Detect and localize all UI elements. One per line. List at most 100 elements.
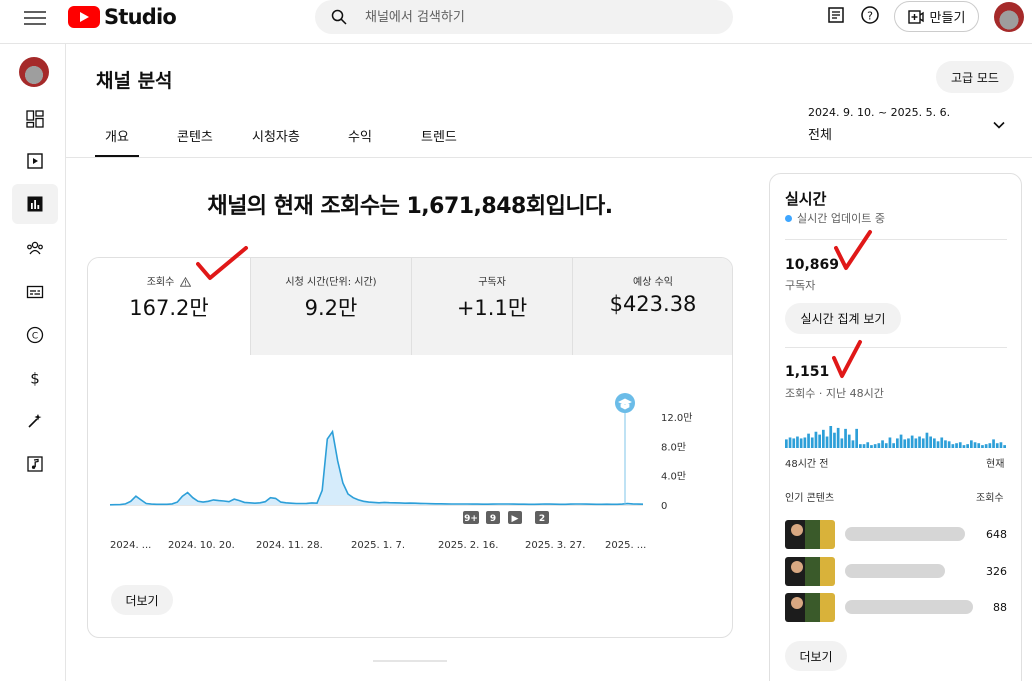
realtime-bar[interactable] [910, 435, 914, 448]
realtime-bar[interactable] [936, 441, 940, 448]
realtime-bar[interactable] [1003, 445, 1006, 448]
realtime-bar[interactable] [796, 436, 799, 448]
realtime-bar[interactable] [844, 428, 847, 448]
rail-audio-library[interactable] [12, 444, 58, 484]
realtime-bar[interactable] [903, 439, 907, 448]
realtime-bar[interactable] [958, 442, 962, 448]
live-count-button[interactable]: 실시간 집계 보기 [785, 303, 901, 334]
realtime-bar[interactable] [992, 439, 995, 448]
rail-copyright[interactable]: C [12, 315, 58, 355]
realtime-bar[interactable] [866, 442, 870, 448]
realtime-bar[interactable] [862, 444, 866, 448]
realtime-bar[interactable] [877, 443, 881, 448]
realtime-bar[interactable] [888, 437, 892, 448]
realtime-bar[interactable] [970, 440, 973, 448]
chevron-down-icon[interactable] [992, 118, 1006, 132]
realtime-bar[interactable] [929, 436, 932, 448]
tab-trends[interactable]: 트렌드 [421, 130, 457, 145]
realtime-bar[interactable] [847, 434, 851, 448]
views-chart[interactable]: 12.0만 8.0만 4.0만 0 9+ 9 ▶ 2 2024. ... 2024. 10. 20… [88, 355, 733, 565]
tab-content[interactable]: 콘텐츠 [177, 130, 213, 145]
realtime-bar-chart[interactable] [785, 424, 1007, 448]
realtime-bar[interactable] [973, 442, 977, 448]
realtime-bar[interactable] [851, 440, 855, 448]
realtime-bar[interactable] [803, 437, 807, 448]
realtime-bar[interactable] [914, 438, 918, 448]
realtime-bar[interactable] [907, 438, 910, 448]
realtime-bar[interactable] [881, 440, 884, 448]
realtime-bar[interactable] [810, 437, 814, 448]
realtime-bar[interactable] [818, 434, 821, 448]
rail-customization[interactable] [12, 401, 58, 441]
rail-analytics[interactable] [12, 184, 58, 224]
realtime-bar[interactable] [951, 444, 955, 448]
realtime-bar[interactable] [944, 440, 947, 448]
realtime-bar[interactable] [884, 443, 888, 448]
tab-audience[interactable]: 시청자층 [252, 130, 300, 145]
rail-subtitles[interactable] [12, 272, 58, 312]
rail-content[interactable] [12, 141, 58, 181]
realtime-bar[interactable] [962, 445, 966, 448]
rail-dashboard[interactable] [12, 99, 58, 139]
realtime-bar[interactable] [918, 436, 921, 448]
realtime-bar[interactable] [977, 443, 981, 448]
metric-subscribers[interactable]: 구독자 +1.1만 [411, 258, 572, 355]
realtime-bar[interactable] [984, 444, 988, 448]
realtime-bar[interactable] [988, 443, 992, 448]
realtime-bar[interactable] [966, 444, 969, 448]
realtime-bar[interactable] [822, 429, 825, 448]
realtime-bar[interactable] [799, 438, 803, 448]
see-more-button[interactable]: 더보기 [111, 585, 173, 615]
search-input[interactable] [365, 9, 685, 25]
realtime-bar[interactable] [947, 441, 951, 448]
realtime-bar[interactable] [829, 426, 833, 448]
realtime-see-more-button[interactable]: 더보기 [785, 641, 847, 671]
warning-icon[interactable] [180, 277, 192, 287]
realtime-bar[interactable] [870, 445, 873, 448]
menu-icon[interactable] [24, 8, 46, 25]
tab-revenue[interactable]: 수익 [348, 130, 372, 145]
studio-logo[interactable]: Studio [68, 5, 177, 29]
metric-views[interactable]: 조회수 167.2만 [88, 258, 250, 355]
rail-community[interactable] [12, 228, 58, 268]
realtime-bar[interactable] [995, 443, 999, 448]
feedback-icon[interactable] [826, 5, 848, 27]
realtime-bar[interactable] [933, 438, 936, 448]
help-icon[interactable]: ? [860, 5, 882, 27]
realtime-bar[interactable] [785, 439, 788, 448]
realtime-bar[interactable] [921, 438, 925, 448]
realtime-bar[interactable] [855, 428, 858, 448]
tab-overview[interactable]: 개요 [95, 126, 139, 157]
create-button[interactable]: 만들기 [894, 1, 979, 32]
realtime-bar[interactable] [825, 436, 829, 448]
realtime-bar[interactable] [896, 438, 899, 448]
realtime-bar[interactable] [788, 437, 792, 448]
advanced-mode-button[interactable]: 고급 모드 [936, 61, 1014, 93]
realtime-bar[interactable] [955, 443, 958, 448]
list-item[interactable]: 648 [785, 520, 1007, 550]
realtime-bar[interactable] [873, 444, 877, 448]
list-item[interactable]: 88 [785, 593, 1007, 623]
realtime-bar[interactable] [940, 437, 944, 448]
channel-avatar[interactable] [19, 57, 49, 87]
realtime-bar[interactable] [833, 432, 836, 448]
realtime-bar[interactable] [836, 427, 840, 448]
list-item[interactable]: 326 [785, 557, 1007, 587]
realtime-bar[interactable] [859, 444, 862, 448]
date-range-label[interactable]: 전체 [808, 128, 832, 143]
realtime-bar[interactable] [807, 433, 810, 448]
realtime-bar[interactable] [814, 431, 818, 448]
realtime-bar[interactable] [999, 442, 1003, 448]
realtime-bar[interactable] [840, 438, 844, 448]
realtime-bar[interactable] [899, 434, 903, 448]
search-bar[interactable] [315, 0, 733, 34]
realtime-bar[interactable] [925, 432, 929, 448]
metric-watch-time[interactable]: 시청 시간(단위: 시간) 9.2만 [250, 258, 411, 355]
account-avatar[interactable] [994, 2, 1024, 32]
date-range-text[interactable]: 2024. 9. 10. ~ 2025. 5. 6. [808, 106, 951, 119]
rail-earn[interactable]: $ [12, 358, 58, 398]
realtime-bar[interactable] [792, 438, 796, 448]
realtime-bar[interactable] [892, 443, 895, 448]
metric-revenue[interactable]: 예상 수익 $423.38 [572, 258, 732, 355]
realtime-bar[interactable] [981, 445, 984, 448]
